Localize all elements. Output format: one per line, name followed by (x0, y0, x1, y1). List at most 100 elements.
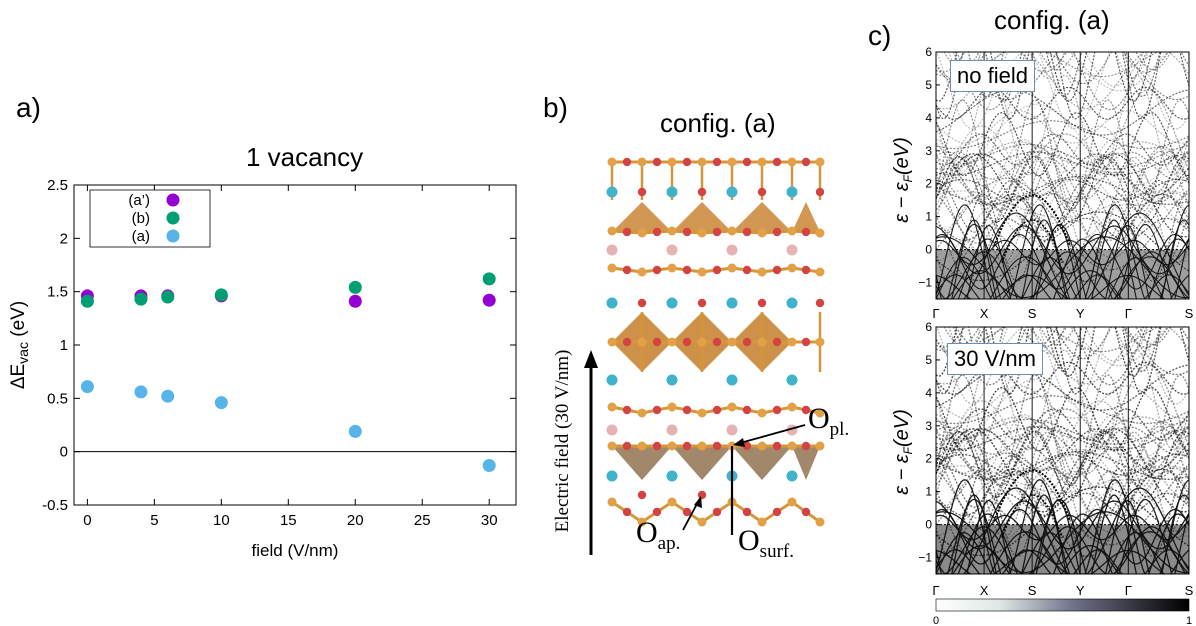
o-pl-arrow (739, 424, 806, 444)
cation-atom (786, 297, 798, 309)
kpoint-label: Γ (1125, 583, 1132, 598)
kpoint-label: S (1028, 306, 1037, 321)
oxygen-atom (772, 157, 782, 167)
bands-30vnm (936, 327, 1189, 574)
band-y-tick-label: 4 (925, 386, 932, 400)
y-tick-label: 1 (60, 337, 68, 354)
cation-atom (666, 244, 678, 256)
band-y-tick-label: 2 (925, 452, 932, 466)
o-pl-label: Opl. (808, 402, 850, 440)
oxygen-atom (801, 441, 811, 451)
band-y-tick-label: 0 (925, 243, 932, 257)
oxygen-atom (801, 337, 811, 347)
oxygen-atom (682, 157, 692, 167)
oxygen-atom (652, 441, 662, 451)
colorbar-min: 0 (933, 615, 939, 626)
kpoint-label: Y (1076, 306, 1085, 321)
metal-atom (815, 337, 825, 347)
x-tick-label: 0 (83, 512, 91, 529)
panel-b-label: b) (543, 92, 568, 123)
cation-atom (666, 470, 678, 482)
metal-atom (727, 226, 737, 236)
point-series-2 (214, 396, 228, 410)
point-series-0 (348, 294, 362, 308)
field-arrow-label: Electric field (30 V/nm) (552, 349, 573, 533)
polyhedron (732, 446, 792, 480)
oxygen-atom (742, 507, 752, 517)
point-series-1 (214, 288, 228, 302)
metal-atom (607, 402, 617, 412)
oxygen-atom (682, 507, 692, 517)
metal-atom (667, 402, 677, 412)
point-series-2 (134, 385, 148, 399)
oxygen-atom (772, 507, 782, 517)
polyhedron (732, 202, 792, 232)
metal-atom (697, 441, 707, 451)
metal-atom (667, 157, 677, 167)
metal-atom (637, 267, 647, 277)
bands-top-ylabel: ε − εF(eV) (891, 137, 915, 223)
metal-atom (607, 263, 617, 273)
kpoint-label: S (1185, 306, 1194, 321)
polyhedron (612, 446, 672, 480)
metal-atom (757, 337, 767, 347)
oxygen-atom (682, 337, 692, 347)
kpoint-label: S (1185, 583, 1194, 598)
metal-atom (787, 441, 797, 451)
oxygen-atom (682, 265, 692, 275)
cation-atom (606, 186, 618, 198)
metal-atom (727, 402, 737, 412)
cation-atom (726, 424, 738, 436)
o-ap-arrow-head (694, 496, 702, 508)
metal-atom (815, 408, 825, 418)
metal-atom (697, 408, 707, 418)
o-ap-label: Oap. (636, 516, 681, 554)
y-tick-label: 2.5 (47, 177, 68, 194)
metal-atom (637, 408, 647, 418)
metal-atom (815, 517, 825, 527)
kpoint-label: S (1028, 583, 1037, 598)
point-series-2 (482, 459, 496, 473)
x-tick-label: 30 (481, 512, 498, 529)
metal-atom (697, 157, 707, 167)
band-y-tick-label: 3 (925, 144, 932, 158)
polyhedron (672, 446, 732, 480)
cation-atom (786, 374, 798, 386)
y-tick-label: 2 (60, 230, 68, 247)
metal-atom (637, 337, 647, 347)
y-tick-label: 1.5 (47, 284, 68, 301)
oxygen-atom (652, 227, 662, 237)
cation-atom (606, 470, 618, 482)
band-y-tick-label: 4 (925, 111, 932, 125)
oxygen-atom (772, 265, 782, 275)
metal-atom (637, 228, 647, 238)
kpoint-label: X (980, 306, 989, 321)
oxygen-atom (622, 441, 632, 451)
cation-atom (786, 470, 798, 482)
y-tick-label: -0.5 (42, 497, 68, 514)
oxygen-atom (712, 441, 722, 451)
bands-no-field (936, 52, 1189, 299)
metal-atom (637, 517, 647, 527)
metal-atom (697, 517, 707, 527)
kpoint-label: Y (1076, 583, 1085, 598)
band-y-tick-label: 5 (925, 353, 932, 367)
oxygen-atom (682, 227, 692, 237)
metal-atom (667, 441, 677, 451)
metal-atom (787, 157, 797, 167)
oxygen-atom (697, 187, 707, 197)
polyhedron (612, 202, 672, 232)
oxygen-atom (801, 227, 811, 237)
oxygen-atom (742, 227, 752, 237)
x-axis-label: field (V/nm) (252, 541, 339, 560)
metal-atom (697, 267, 707, 277)
band-y-tick-label: 2 (925, 177, 932, 191)
metal-atom (697, 228, 707, 238)
band-y-tick-label: −1 (918, 276, 932, 290)
oxygen-atom (622, 337, 632, 347)
x-tick-label: 20 (347, 512, 364, 529)
cation-atom (666, 424, 678, 436)
point-series-1 (134, 292, 148, 306)
cation-atom (726, 297, 738, 309)
oxygen-atom (712, 227, 722, 237)
